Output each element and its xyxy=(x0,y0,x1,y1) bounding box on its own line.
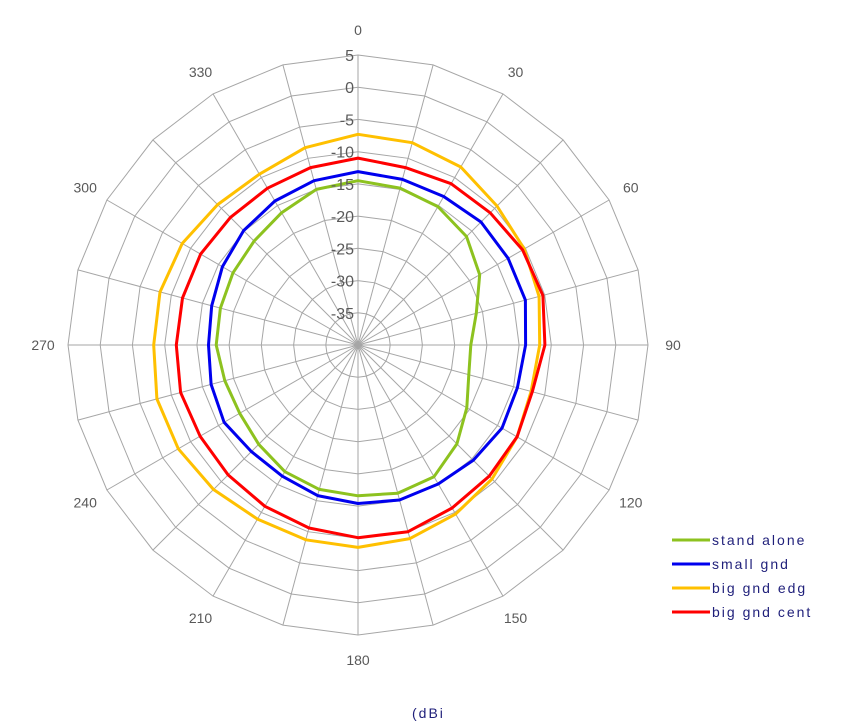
legend-label: stand alone xyxy=(712,532,806,548)
grid-spoke xyxy=(357,269,639,346)
radial-tick-label: -5 xyxy=(340,112,354,129)
grid-spoke xyxy=(106,344,359,491)
angle-tick-label: 240 xyxy=(74,495,98,511)
grid-spoke xyxy=(357,93,504,346)
grid-spoke xyxy=(357,64,434,346)
angle-tick-label: 330 xyxy=(189,64,213,80)
radial-tick-label: -10 xyxy=(331,145,354,162)
grid-spoke xyxy=(357,199,610,346)
series-line xyxy=(207,170,528,505)
unit-label: (dBi xyxy=(412,705,445,721)
grid-spoke xyxy=(152,344,359,551)
angle-tick-label: 210 xyxy=(189,610,213,626)
radial-tick-label: 5 xyxy=(345,48,354,65)
angle-tick-label: 270 xyxy=(31,337,55,353)
angle-tick-label: 120 xyxy=(619,495,643,511)
grid-spoke xyxy=(212,93,359,346)
grid-spoke xyxy=(282,344,359,626)
grid-spoke xyxy=(282,64,359,346)
radial-tick-label: -20 xyxy=(331,209,354,226)
grid-spoke xyxy=(357,344,564,551)
grid-spoke xyxy=(357,344,639,421)
angle-tick-label: 60 xyxy=(623,180,639,196)
grid-spoke xyxy=(77,269,359,346)
legend: stand alone small gnd big gnd edg big gnd c… xyxy=(672,532,812,620)
series-line xyxy=(174,156,547,540)
radial-labels: 5 0 -5 -10 -15 -20 -25 -30 -35 xyxy=(331,48,354,323)
angle-tick-label: 90 xyxy=(665,337,681,353)
grid-spoke xyxy=(357,344,610,491)
legend-label: small gnd xyxy=(712,556,790,572)
angle-labels: 0 30 60 90 120 150 180 210 240 270 300 330 xyxy=(31,22,681,668)
radial-tick-label: -30 xyxy=(331,274,354,291)
legend-label: big gnd edg xyxy=(712,580,807,596)
angle-tick-label: 150 xyxy=(504,610,528,626)
angle-tick-label: 30 xyxy=(508,64,524,80)
grid-spoke xyxy=(357,344,434,626)
angle-tick-label: 0 xyxy=(354,22,362,38)
radial-tick-label: 0 xyxy=(345,80,354,97)
angle-tick-label: 180 xyxy=(346,652,370,668)
series-line xyxy=(152,132,542,549)
grid-spoke xyxy=(152,139,359,346)
grid-spoke xyxy=(357,344,504,597)
radial-tick-label: -25 xyxy=(331,241,354,258)
series-layer xyxy=(152,132,547,549)
legend-label: big gnd cent xyxy=(712,604,812,620)
grid-spoke xyxy=(77,344,359,421)
series-line xyxy=(214,179,482,498)
angle-tick-label: 300 xyxy=(74,180,98,196)
radial-tick-label: -35 xyxy=(331,306,354,323)
radial-tick-label: -15 xyxy=(331,177,354,194)
grid-spoke xyxy=(357,139,564,346)
